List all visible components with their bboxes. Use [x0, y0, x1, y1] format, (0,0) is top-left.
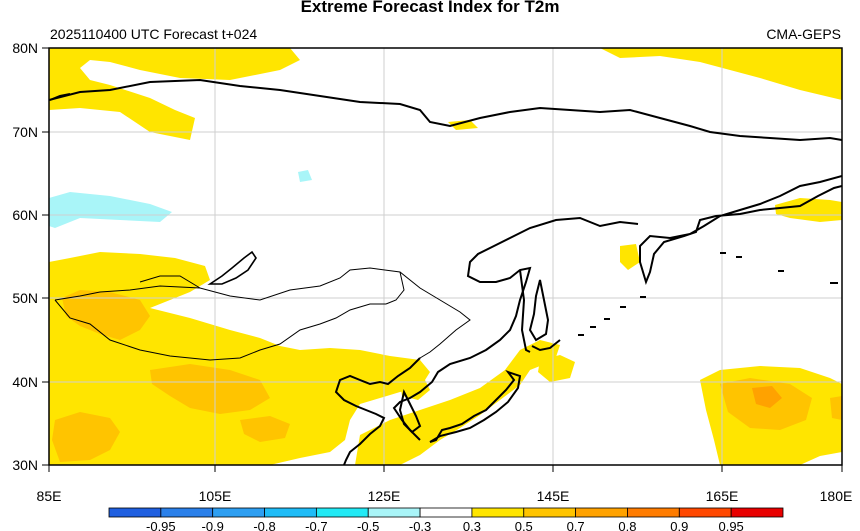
colorbar-swatch	[730, 507, 784, 518]
colorbar-label: -0.5	[357, 519, 379, 531]
colorbar-label: -0.9	[201, 519, 223, 531]
colorbar-label: 0.3	[463, 519, 481, 531]
colorbar-label: 0.8	[618, 519, 636, 531]
colorbar-label: -0.3	[409, 519, 431, 531]
colorbar-label: 0.95	[718, 519, 743, 531]
colorbar-label: 0.9	[670, 519, 688, 531]
colorbar-label: 0.7	[567, 519, 585, 531]
colorbar-swatch	[627, 507, 680, 518]
colorbar-swatch	[523, 507, 577, 518]
map-frame	[48, 47, 843, 466]
colorbar-swatch	[212, 507, 265, 518]
lat-label-40n: 40N	[12, 374, 38, 390]
colorbar-swatch	[108, 507, 162, 518]
colorbar-label: -0.7	[305, 519, 327, 531]
colorbar-swatch	[367, 507, 421, 518]
map-title: Extreme Forecast Index for T2m	[300, 0, 560, 16]
forecast-time-label: 2025110400 UTC Forecast t+024	[50, 26, 258, 42]
lake-baikal	[207, 250, 257, 285]
colorbar-label: -0.8	[253, 519, 275, 531]
lon-label-125e: 125E	[368, 488, 401, 504]
colorbar-swatch	[575, 507, 628, 518]
colorbar-swatch	[315, 507, 369, 518]
graticule	[49, 48, 842, 465]
borders	[54, 267, 471, 361]
model-name-label: CMA-GEPS	[766, 26, 841, 42]
lon-label-165e: 165E	[706, 488, 739, 504]
longitude-axis: 85E 105E 125E 145E 165E 180E	[37, 465, 853, 504]
colorbar-label: -0.95	[146, 519, 176, 531]
lon-label-85e: 85E	[37, 488, 62, 504]
lat-label-80n: 80N	[12, 40, 38, 56]
colorbar-swatch	[678, 507, 732, 518]
colorbar-swatch	[264, 507, 317, 518]
latitude-axis: 80N 70N 60N 50N 40N 30N	[12, 40, 49, 473]
colorbar-label: 0.5	[515, 519, 533, 531]
coastlines	[49, 78, 842, 465]
lat-label-50n: 50N	[12, 290, 38, 306]
colorbar: -0.95 -0.9 -0.8 -0.7 -0.5 -0.3 0.3 0.5 0.7 0.8 0.9…	[108, 507, 784, 531]
lon-label-180e: 180E	[820, 488, 853, 504]
kuril-islands	[578, 252, 838, 336]
colorbar-swatch	[471, 507, 525, 518]
colorbar-swatch	[419, 507, 473, 518]
lat-label-60n: 60N	[12, 207, 38, 223]
lon-label-105e: 105E	[199, 488, 232, 504]
lon-label-145e: 145E	[537, 488, 570, 504]
lat-label-70n: 70N	[12, 124, 38, 140]
colorbar-swatch	[160, 507, 214, 518]
lat-label-30n: 30N	[12, 457, 38, 473]
